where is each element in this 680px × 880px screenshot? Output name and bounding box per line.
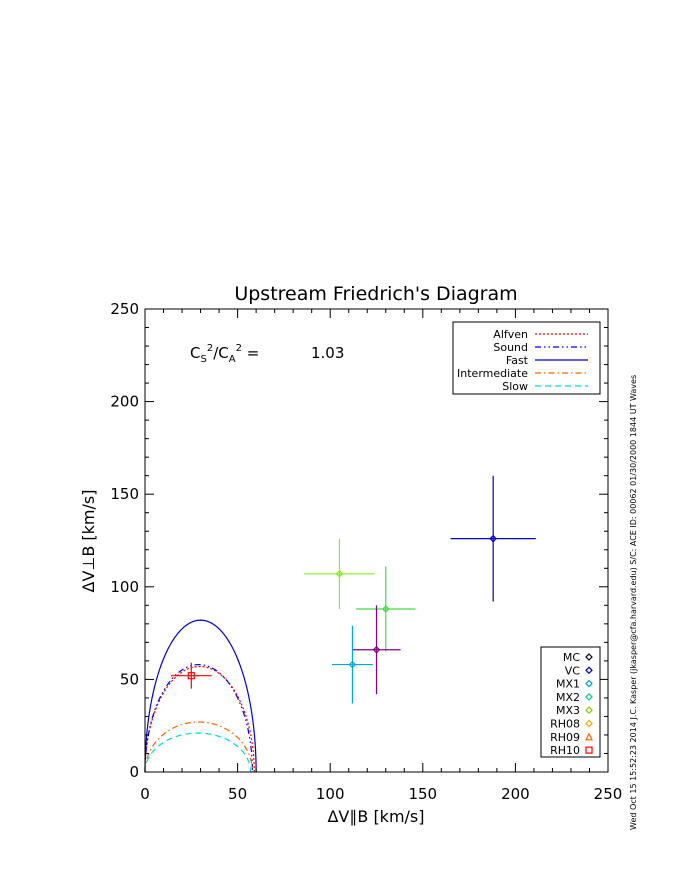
point-legend-label: RH09 bbox=[550, 731, 580, 744]
y-tick-label: 50 bbox=[120, 670, 139, 688]
y-axis-label: ΔV⊥B [km/s] bbox=[79, 490, 98, 593]
curve-legend-label: Sound bbox=[493, 341, 528, 354]
wave-curves bbox=[144, 619, 257, 773]
point-legend-marker bbox=[585, 653, 593, 661]
y-tick-label: 250 bbox=[110, 300, 139, 318]
y-tick-label: 100 bbox=[110, 578, 139, 596]
curve-legend-label: Fast bbox=[506, 354, 529, 367]
point-legend-marker bbox=[585, 746, 593, 754]
point-marker bbox=[187, 672, 195, 680]
curve-fast bbox=[144, 619, 257, 773]
point-marker bbox=[335, 569, 344, 578]
data-point bbox=[356, 566, 416, 652]
svg-text:CS2/CA2 =: CS2/CA2 = bbox=[190, 343, 259, 365]
x-tick-label: 250 bbox=[594, 785, 623, 803]
curve-alfven bbox=[144, 665, 255, 773]
curve-legend-label: Slow bbox=[502, 380, 528, 393]
plot-frame bbox=[144, 308, 609, 773]
point-legend-marker bbox=[585, 706, 593, 715]
data-point bbox=[352, 605, 401, 695]
ratio-value: 1.03 bbox=[311, 344, 344, 362]
ratio-annotation: CS2/CA2 = 1.03 bbox=[190, 343, 344, 365]
chart-title: Upstream Friedrich's Diagram bbox=[234, 283, 517, 305]
point-marker bbox=[381, 605, 390, 613]
point-legend-marker bbox=[585, 679, 593, 688]
data-point bbox=[304, 538, 375, 610]
point-legend-label: MX1 bbox=[556, 678, 580, 691]
curve-legend-label: Intermediate bbox=[457, 367, 528, 380]
point-marker bbox=[489, 534, 498, 543]
curve-sound bbox=[144, 663, 254, 773]
sidebar-timestamp: Wed Oct 15 15:52:23 2014 J.C. Kasper (jk… bbox=[629, 375, 638, 830]
point-legend-label: MC bbox=[563, 651, 580, 664]
y-tick-label: 150 bbox=[110, 485, 139, 503]
x-tick-label: 150 bbox=[408, 785, 437, 803]
point-legend-box bbox=[540, 646, 601, 758]
point-legend-label: RH10 bbox=[550, 744, 580, 757]
point-marker bbox=[372, 645, 381, 654]
point-legend-label: RH08 bbox=[550, 718, 580, 731]
y-tick-label: 200 bbox=[110, 393, 139, 411]
point-marker bbox=[348, 660, 357, 669]
curve-intermediate bbox=[144, 721, 254, 773]
x-tick-label: 100 bbox=[316, 785, 345, 803]
data-point bbox=[170, 662, 212, 689]
curve-slow bbox=[144, 732, 252, 773]
point-legend-marker bbox=[585, 666, 593, 675]
x-tick-label: 0 bbox=[140, 785, 150, 803]
point-legend-marker bbox=[585, 732, 593, 741]
data-point bbox=[332, 625, 373, 704]
point-legend-marker bbox=[585, 719, 593, 728]
x-axis-label: ΔV∥B [km/s] bbox=[327, 807, 424, 826]
point-legend-marker bbox=[585, 693, 593, 701]
axis-ticks: 0 50 100 150 200 250 0 50 100 150 200 250 bbox=[110, 300, 622, 803]
data-point bbox=[450, 475, 536, 602]
point-legend-label: MX3 bbox=[556, 704, 580, 717]
point-legend-label: MX2 bbox=[556, 691, 580, 704]
x-tick-label: 50 bbox=[228, 785, 247, 803]
point-legend-label: VC bbox=[565, 664, 581, 677]
y-tick-label: 0 bbox=[129, 763, 139, 781]
data-points bbox=[170, 475, 536, 704]
x-tick-label: 200 bbox=[501, 785, 530, 803]
curve-legend-label: Alfven bbox=[493, 328, 528, 341]
